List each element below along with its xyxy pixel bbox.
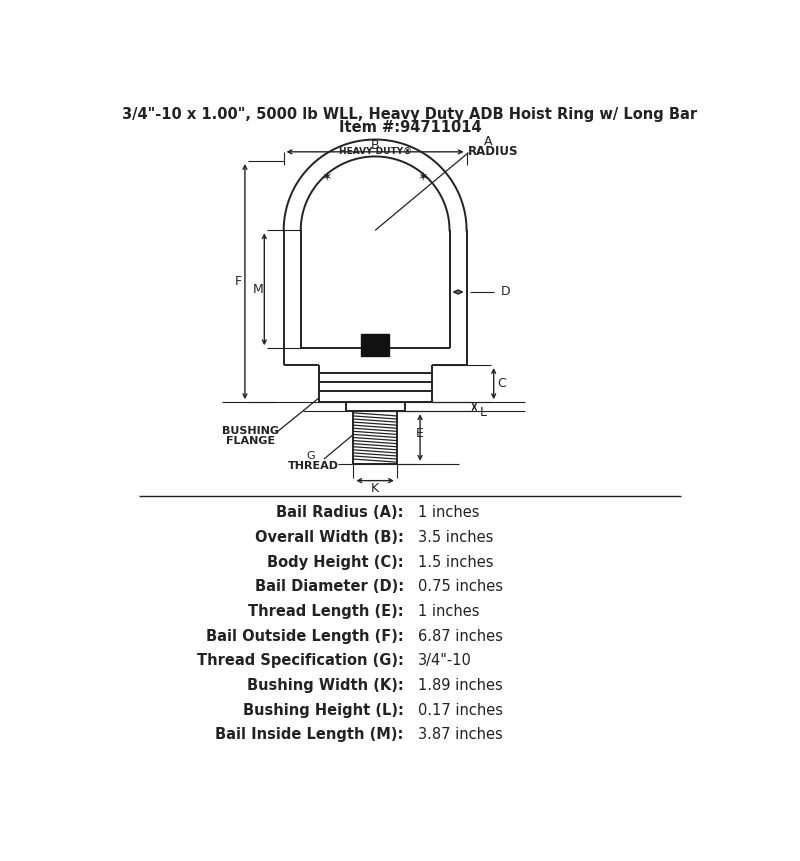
Text: Bushing Width (K):: Bushing Width (K): — [247, 678, 404, 693]
Text: C: C — [497, 377, 506, 390]
Text: A: A — [483, 134, 492, 148]
Text: Thread Length (E):: Thread Length (E): — [248, 604, 404, 619]
Text: K: K — [371, 482, 379, 495]
Text: Item #:94711014: Item #:94711014 — [338, 121, 482, 135]
Text: 3/4"-10: 3/4"-10 — [418, 653, 472, 668]
Text: F: F — [235, 275, 242, 288]
Text: 6.87 inches: 6.87 inches — [418, 629, 502, 644]
Text: Bail Inside Length (M):: Bail Inside Length (M): — [215, 728, 404, 742]
Text: 1.89 inches: 1.89 inches — [418, 678, 502, 693]
Text: BUSHING: BUSHING — [222, 425, 279, 436]
Text: G: G — [306, 451, 315, 461]
Text: 0.75 inches: 0.75 inches — [418, 579, 502, 594]
Text: B: B — [371, 139, 379, 152]
Text: E: E — [416, 427, 424, 440]
Text: 3.5 inches: 3.5 inches — [418, 530, 493, 545]
Text: RADIUS: RADIUS — [468, 146, 518, 158]
Text: ✶: ✶ — [418, 171, 428, 184]
Text: Bail Diameter (D):: Bail Diameter (D): — [254, 579, 404, 594]
Text: ✶: ✶ — [322, 171, 333, 184]
Text: Thread Specification (G):: Thread Specification (G): — [197, 653, 404, 668]
Text: 1.5 inches: 1.5 inches — [418, 554, 494, 570]
Text: 0.17 inches: 0.17 inches — [418, 703, 502, 717]
Text: L: L — [480, 406, 487, 419]
Text: M: M — [253, 282, 263, 296]
Text: 3/4"-10 x 1.00", 5000 lb WLL, Heavy Duty ADB Hoist Ring w/ Long Bar: 3/4"-10 x 1.00", 5000 lb WLL, Heavy Duty… — [122, 107, 698, 121]
Text: 3.87 inches: 3.87 inches — [418, 728, 502, 742]
Text: HEAVY DUTY®: HEAVY DUTY® — [338, 147, 412, 157]
Text: THREAD: THREAD — [288, 461, 338, 471]
Text: D: D — [501, 286, 510, 299]
Bar — [361, 334, 389, 356]
Text: FLANGE: FLANGE — [226, 436, 275, 446]
Text: 1 inches: 1 inches — [418, 505, 479, 520]
Text: Bushing Height (L):: Bushing Height (L): — [243, 703, 404, 717]
Text: Overall Width (B):: Overall Width (B): — [255, 530, 404, 545]
Text: Bail Outside Length (F):: Bail Outside Length (F): — [206, 629, 404, 644]
Text: 1 inches: 1 inches — [418, 604, 479, 619]
Text: Bail Radius (A):: Bail Radius (A): — [276, 505, 404, 520]
Text: Body Height (C):: Body Height (C): — [267, 554, 404, 570]
